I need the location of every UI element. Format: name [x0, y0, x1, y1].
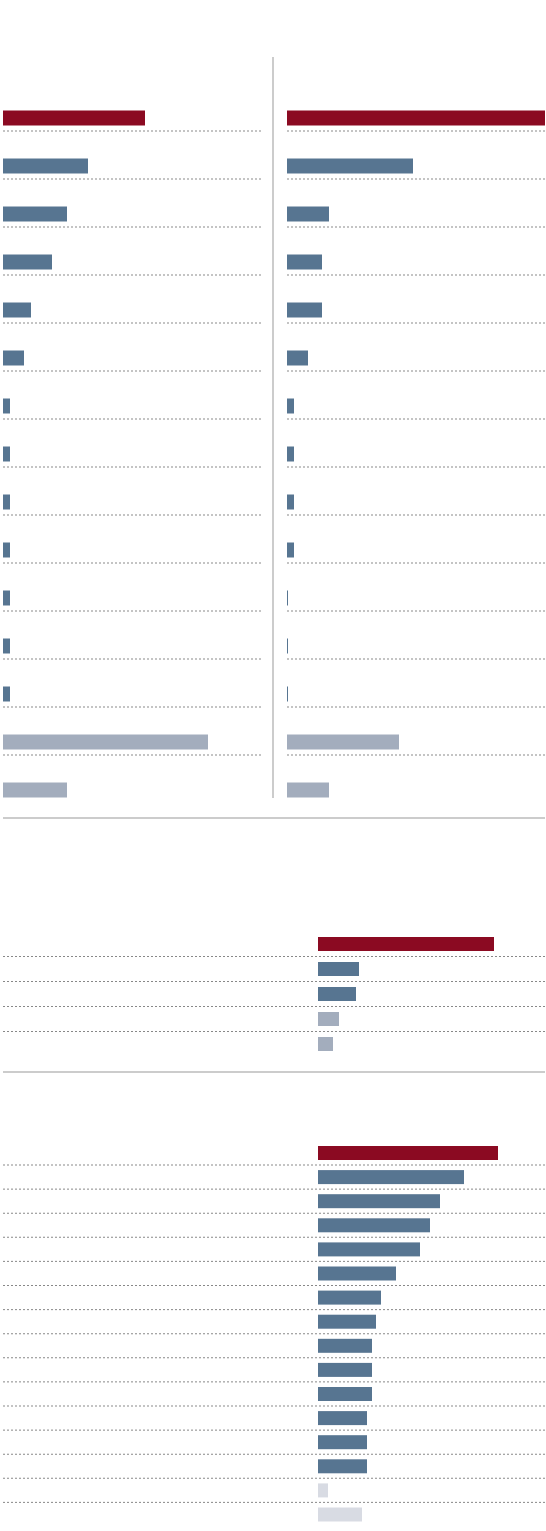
- bar: [318, 1218, 430, 1233]
- bar: [3, 686, 10, 702]
- bar: [287, 350, 308, 366]
- bar: [287, 782, 329, 798]
- bar: [318, 1012, 339, 1026]
- bar: [287, 542, 294, 558]
- bar: [3, 590, 10, 606]
- bar: [287, 734, 399, 750]
- bar: [318, 1362, 372, 1377]
- bar: [318, 1314, 376, 1329]
- bar: [287, 254, 322, 270]
- bar: [3, 638, 10, 654]
- bar: [287, 158, 413, 174]
- bar: [287, 110, 545, 126]
- bar: [3, 302, 31, 318]
- bar: [3, 158, 88, 174]
- bar: [318, 1266, 396, 1281]
- bar: [318, 1338, 372, 1353]
- bar: [3, 542, 10, 558]
- bar: [318, 1194, 440, 1209]
- bar: [318, 937, 494, 951]
- bar: [287, 206, 329, 222]
- bar: [318, 962, 359, 976]
- bar: [287, 302, 322, 318]
- bar: [318, 1459, 367, 1474]
- bar: [287, 686, 288, 702]
- bar: [3, 734, 208, 750]
- bar: [318, 1435, 367, 1450]
- bar: [318, 1290, 381, 1305]
- bar: [3, 254, 52, 270]
- bar: [3, 782, 67, 798]
- bar: [287, 446, 294, 462]
- bar: [287, 494, 294, 510]
- bar: [287, 398, 294, 414]
- bar: [287, 638, 288, 654]
- bar: [3, 494, 10, 510]
- bar: [3, 398, 10, 414]
- bar: [318, 987, 356, 1001]
- bar: [3, 446, 10, 462]
- bar: [3, 206, 67, 222]
- bar: [318, 1242, 420, 1257]
- bar: [318, 1387, 372, 1401]
- bar: [287, 590, 288, 606]
- bar: [318, 1483, 328, 1498]
- bar: [318, 1411, 367, 1426]
- bar: [318, 1507, 362, 1522]
- bar: [318, 1170, 464, 1185]
- bar: [318, 1037, 333, 1051]
- bar: [3, 350, 24, 366]
- bar: [3, 110, 145, 126]
- bar: [318, 1146, 498, 1160]
